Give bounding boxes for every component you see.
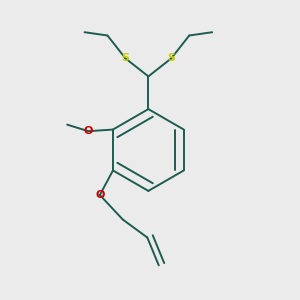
Text: S: S xyxy=(122,53,130,63)
Text: S: S xyxy=(167,53,175,63)
Text: O: O xyxy=(95,190,104,200)
Text: O: O xyxy=(84,126,93,136)
